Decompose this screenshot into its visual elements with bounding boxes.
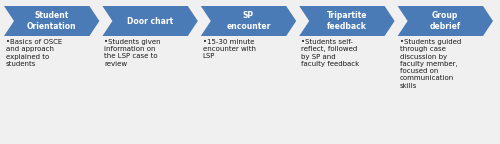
Text: Door chart: Door chart xyxy=(127,17,173,25)
Text: SP
encounter: SP encounter xyxy=(226,11,270,31)
Text: •Students given
information on
the LSP case to
review: •Students given information on the LSP c… xyxy=(104,39,161,67)
Polygon shape xyxy=(4,6,100,36)
Polygon shape xyxy=(398,6,493,36)
Text: •Students guided
through case
discussion by
faculty member,
focused on
communica: •Students guided through case discussion… xyxy=(400,39,461,89)
Text: •15-30 minute
encounter with
LSP: •15-30 minute encounter with LSP xyxy=(203,39,256,59)
Text: Tripartite
feedback: Tripartite feedback xyxy=(326,11,367,31)
Text: Group
debrief: Group debrief xyxy=(430,11,461,31)
Polygon shape xyxy=(102,6,198,36)
Polygon shape xyxy=(299,6,394,36)
Polygon shape xyxy=(201,6,296,36)
Text: •Students self-
reflect, followed
by SP and
faculty feedback: •Students self- reflect, followed by SP … xyxy=(301,39,360,67)
Text: •Basics of OSCE
and approach
explained to
students: •Basics of OSCE and approach explained t… xyxy=(6,39,62,67)
Text: Student
Orientation: Student Orientation xyxy=(27,11,76,31)
